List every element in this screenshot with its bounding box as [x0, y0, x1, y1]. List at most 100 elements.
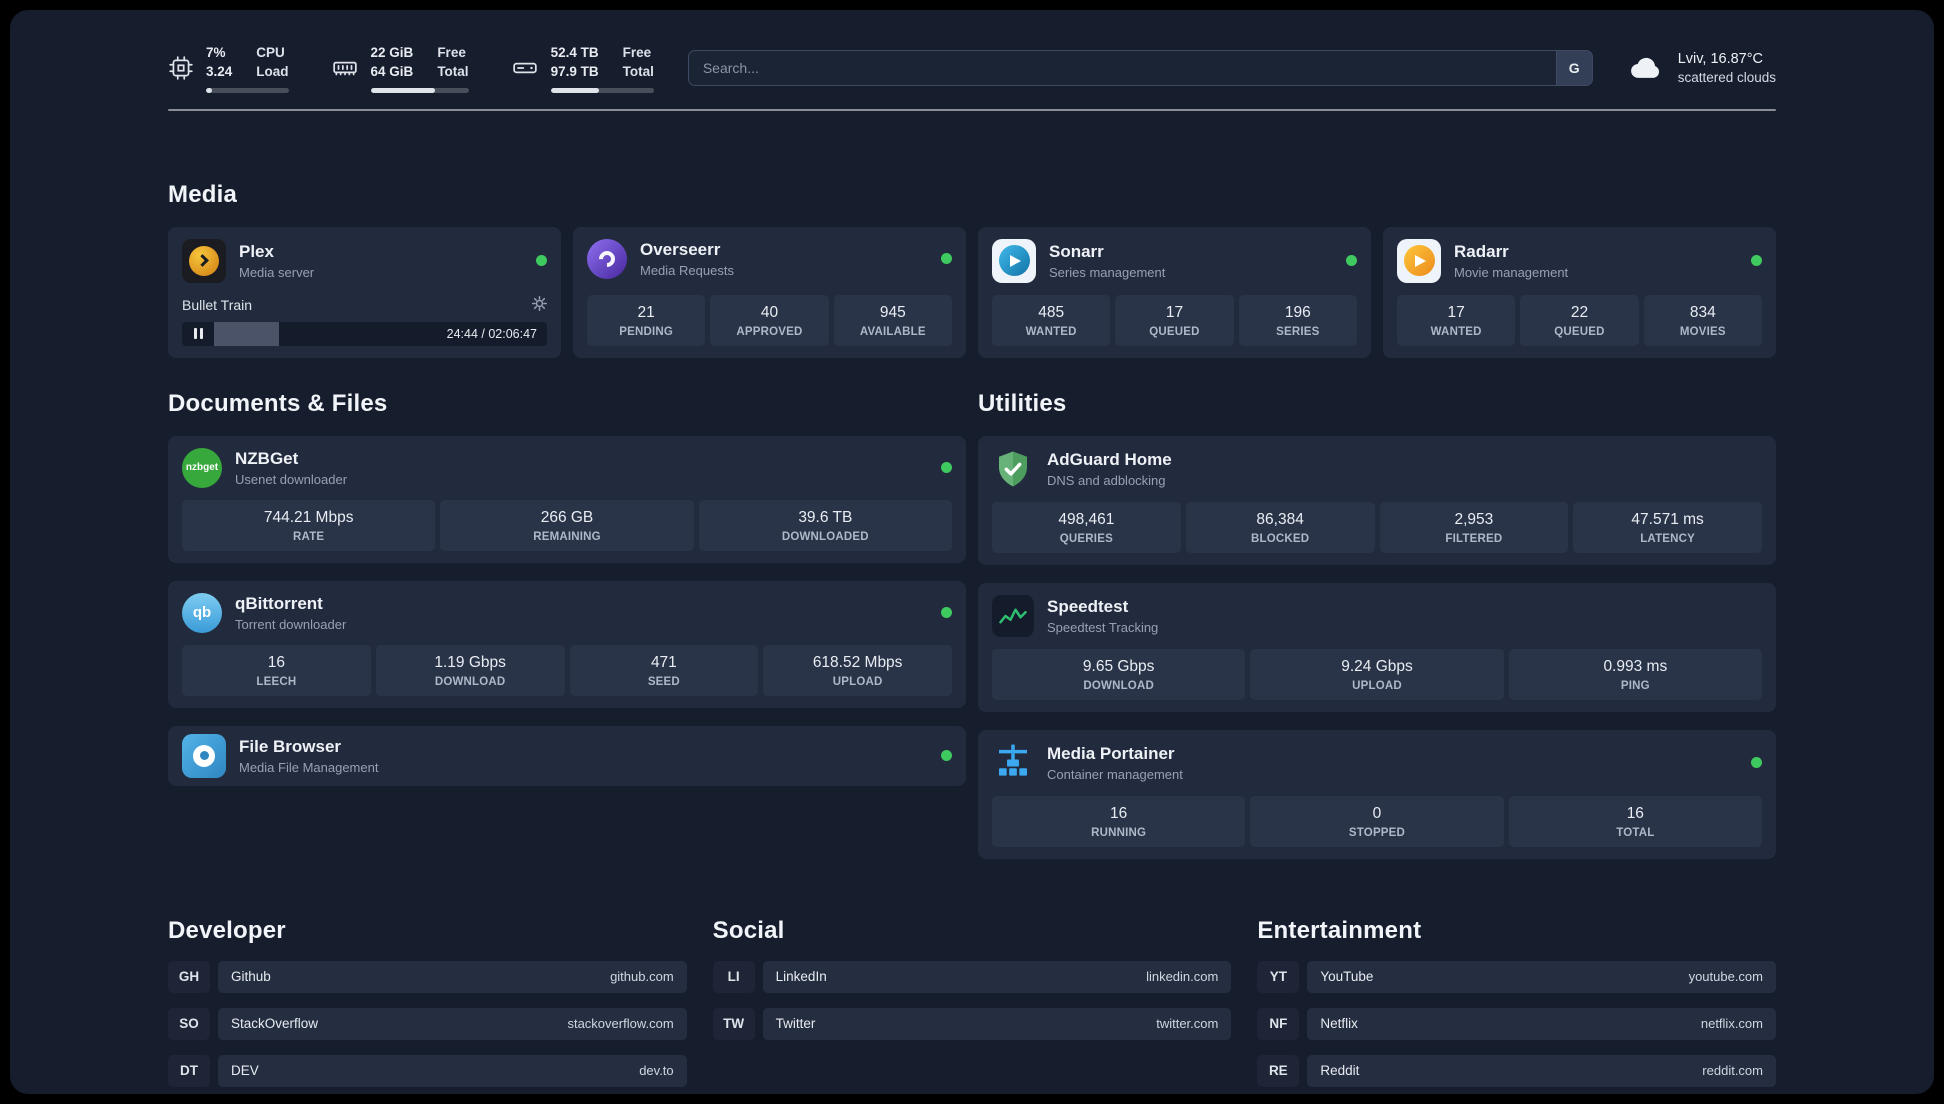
app-card-overseerr[interactable]: Overseerr Media Requests 21 PENDING — [573, 226, 966, 358]
disk-progress-bar — [550, 87, 654, 93]
stat-box: 86,384 BLOCKED — [1185, 501, 1375, 553]
bookmark-twitter[interactable]: TW Twitter twitter.com — [712, 1007, 1232, 1040]
stat-value: 2,953 — [1454, 510, 1494, 528]
cpu-usage-widget: 7% 3.24 CPU Load — [168, 44, 289, 93]
app-subtitle: Media File Management — [239, 759, 379, 775]
app-card-portainer[interactable]: Media Portainer Container management 16 … — [978, 729, 1776, 859]
speedtest-chart-icon — [992, 594, 1034, 637]
filebrowser-icon — [182, 733, 226, 778]
adguard-shield-icon — [992, 448, 1034, 490]
stat-box: 0.993 ms PING — [1508, 648, 1762, 700]
bookmark-stackoverflow[interactable]: SO StackOverflow stackoverflow.com — [168, 1007, 687, 1040]
bookmark-url: dev.to — [639, 1063, 674, 1079]
stat-box: 17 WANTED — [1397, 294, 1516, 346]
sonarr-icon — [992, 238, 1036, 283]
bookmark-name: StackOverflow — [231, 1016, 319, 1032]
app-card-sonarr[interactable]: Sonarr Series management 485 WANTED — [978, 226, 1371, 358]
app-card-speedtest[interactable]: Speedtest Speedtest Tracking 9.65 Gbps D… — [978, 582, 1776, 712]
stat-box: 47.571 ms LATENCY — [1573, 501, 1762, 553]
stat-value: 471 — [650, 653, 677, 671]
stat-box: 9.24 Gbps UPLOAD — [1250, 648, 1504, 700]
stat-value: 39.6 TB — [798, 508, 853, 526]
stat-label: BLOCKED — [1250, 532, 1310, 545]
app-card-qbittorrent[interactable]: qb qBittorrent Torrent downloader 16 — [168, 580, 966, 708]
app-name: Overseerr — [640, 239, 721, 259]
status-dot — [941, 750, 952, 762]
bookmark-name: Github — [231, 969, 271, 985]
stat-value: 266 GB — [540, 508, 594, 526]
stat-label: UPLOAD — [1352, 679, 1402, 692]
memory-icon — [331, 55, 359, 81]
bookmark-url: youtube.com — [1688, 969, 1763, 985]
radarr-icon — [1397, 238, 1441, 283]
bookmark-youtube[interactable]: YT YouTube youtube.com — [1257, 960, 1776, 993]
stat-label: LATENCY — [1640, 532, 1696, 545]
stat-label: QUERIES — [1059, 532, 1113, 545]
stat-box: 22 QUEUED — [1520, 294, 1639, 346]
pause-icon[interactable] — [182, 328, 214, 340]
memory-usage-widget: 22 GiB 64 GiB Free Total — [331, 44, 469, 93]
cpu-percent: 7% — [206, 45, 226, 60]
app-card-adguard[interactable]: AdGuard Home DNS and adblocking 498,461 … — [978, 435, 1776, 565]
stat-box: 16 TOTAL — [1508, 795, 1762, 847]
stat-value: 17 — [1447, 303, 1465, 321]
stat-label: FILTERED — [1445, 532, 1503, 545]
bookmark-url: twitter.com — [1156, 1016, 1219, 1032]
playback-progress-fill — [214, 321, 280, 346]
section-title-utilities: Utilities — [978, 389, 1067, 417]
system-metrics: 7% 3.24 CPU Load — [168, 44, 654, 93]
bookmark-netflix[interactable]: NF Netflix netflix.com — [1257, 1007, 1776, 1040]
status-dot — [941, 462, 952, 474]
section-title-documents: Documents & Files — [168, 389, 388, 417]
search-input[interactable] — [688, 60, 1556, 77]
stat-box: 0 STOPPED — [1250, 795, 1504, 847]
app-name: File Browser — [239, 736, 342, 756]
stat-value: 9.65 Gbps — [1082, 657, 1155, 675]
disk-progress-fill — [550, 87, 600, 93]
bookmark-github[interactable]: GH Github github.com — [168, 960, 687, 993]
stat-box: 945 AVAILABLE — [833, 294, 952, 346]
stat-label: REMAINING — [533, 530, 601, 543]
stat-label: WANTED — [1025, 325, 1077, 338]
stat-value: 16 — [1626, 804, 1644, 822]
stat-box: 2,953 FILTERED — [1379, 501, 1569, 553]
bookmark-name: Twitter — [775, 1016, 816, 1032]
stat-value: 744.21 Mbps — [263, 508, 354, 526]
app-card-filebrowser[interactable]: File Browser Media File Management — [168, 725, 966, 786]
bookmark-reddit[interactable]: RE Reddit reddit.com — [1257, 1054, 1776, 1087]
stat-label: AVAILABLE — [859, 325, 926, 338]
stat-box: 471 SEED — [569, 644, 759, 696]
status-dot — [941, 253, 952, 265]
app-subtitle: Speedtest Tracking — [1047, 619, 1159, 635]
app-name: Sonarr — [1049, 241, 1104, 261]
section-utilities: Utilities — [978, 390, 1776, 859]
stat-label: STOPPED — [1348, 826, 1406, 839]
plex-icon — [182, 238, 226, 283]
app-name: AdGuard Home — [1047, 449, 1172, 469]
stat-box: 21 PENDING — [587, 294, 706, 346]
stat-value: 17 — [1165, 303, 1184, 321]
stat-label: PENDING — [619, 325, 674, 338]
app-card-nzbget[interactable]: nzbget NZBGet Usenet downloader 744.21 M… — [168, 435, 966, 563]
app-card-radarr[interactable]: Radarr Movie management 17 WANTED 2 — [1383, 226, 1776, 358]
stat-label: APPROVED — [736, 325, 803, 338]
memory-free-value: 22 GiB — [370, 45, 414, 60]
playback-progress-bar[interactable]: 24:44 / 02:06:47 — [182, 321, 547, 346]
qbittorrent-icon: qb — [182, 592, 222, 633]
stat-label: TOTAL — [1616, 826, 1655, 839]
bookmark-dev[interactable]: DT DEV dev.to — [168, 1054, 687, 1087]
stat-value: 22 — [1570, 303, 1589, 321]
app-card-plex[interactable]: Plex Media server Bullet Train — [168, 226, 561, 358]
search-engine-button[interactable]: G — [1555, 51, 1592, 86]
section-media: Media Plex Media server — [168, 181, 1776, 358]
bookmark-abbr: GH — [168, 960, 210, 993]
cpu-progress-fill — [206, 87, 212, 93]
playback-time: 24:44 / 02:06:47 — [446, 326, 537, 341]
section-entertainment: Entertainment YT YouTube youtube.com NF — [1257, 917, 1776, 1087]
cpu-icon — [168, 55, 194, 81]
bookmark-abbr: LI — [712, 960, 755, 993]
bookmark-linkedin[interactable]: LI LinkedIn linkedin.com — [712, 960, 1232, 993]
settings-gear-icon[interactable] — [532, 295, 547, 314]
cpu-label: CPU — [256, 45, 285, 60]
bookmark-abbr: RE — [1257, 1054, 1300, 1087]
